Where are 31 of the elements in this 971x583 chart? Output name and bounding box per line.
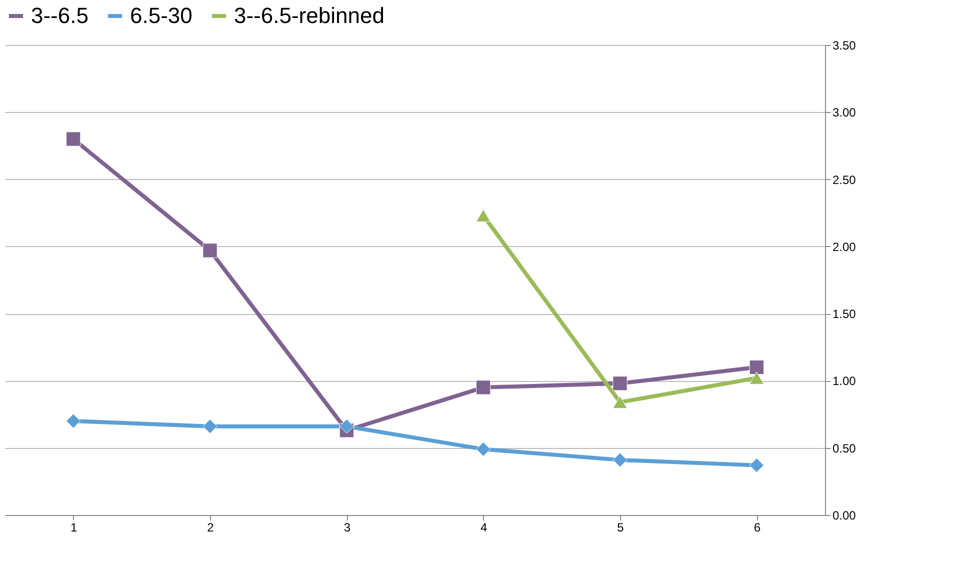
y-tick-label: 2.00 bbox=[832, 240, 856, 254]
x-tick-label: 6 bbox=[754, 520, 761, 534]
point bbox=[749, 372, 764, 384]
point bbox=[612, 376, 628, 391]
point bbox=[749, 360, 764, 375]
point bbox=[612, 396, 628, 409]
point bbox=[749, 458, 764, 473]
x-tick-label: 3 bbox=[344, 520, 351, 534]
y-tick-label: 1.50 bbox=[832, 307, 856, 322]
point bbox=[66, 414, 81, 428]
point bbox=[476, 209, 491, 222]
x-tick-label: 1 bbox=[70, 520, 78, 534]
x-tick-label: 2 bbox=[207, 520, 214, 534]
y-tick-label: 3.50 bbox=[832, 38, 856, 52]
legend-label: 6.5-30 bbox=[130, 3, 192, 28]
point bbox=[476, 380, 491, 395]
x-tick-label: 5 bbox=[617, 520, 624, 534]
y-tick-label: 2.50 bbox=[832, 172, 856, 187]
point bbox=[202, 243, 218, 258]
x-tick-label: 4 bbox=[480, 520, 488, 534]
point bbox=[202, 419, 218, 434]
y-tick-label: 0.00 bbox=[832, 508, 856, 522]
point bbox=[66, 132, 81, 146]
y-tick-label: 3.00 bbox=[832, 106, 856, 120]
y-tick-label: 0.50 bbox=[832, 441, 856, 456]
point bbox=[339, 419, 354, 434]
point bbox=[612, 452, 628, 468]
legend-label: 3--6.5 bbox=[31, 3, 88, 28]
point bbox=[476, 442, 491, 457]
y-tick-label: 1.00 bbox=[832, 374, 856, 388]
legend-label: 3--6.5-rebinned bbox=[234, 3, 384, 28]
